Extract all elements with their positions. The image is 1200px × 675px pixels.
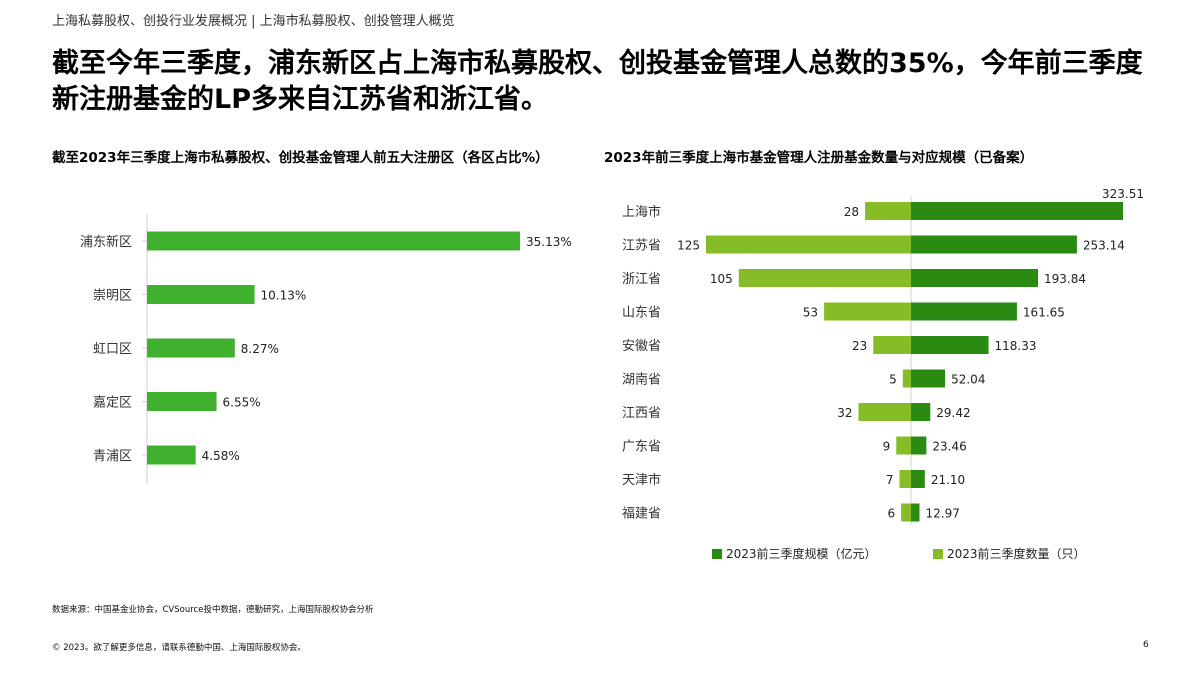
right-chart-count-bar <box>899 470 911 488</box>
right-chart-scale-bar <box>911 436 927 455</box>
left-chart-category-label: 嘉定区 <box>93 396 132 411</box>
right-chart-scale-label: 193.84 <box>1044 272 1086 286</box>
left-chart-value-label: 6.55% <box>223 396 261 410</box>
right-chart-count-bar <box>873 336 911 354</box>
right-chart-scale-label: 29.42 <box>936 406 970 420</box>
right-chart-count-bar <box>901 503 911 522</box>
right-chart-count-bar <box>706 235 911 254</box>
left-chart-bar <box>147 285 255 304</box>
right-chart-count-label: 6 <box>888 507 896 521</box>
right-chart-scale-label: 23.46 <box>932 440 966 454</box>
right-chart-category-label: 江苏省 <box>622 238 661 254</box>
right-chart-scale-bar <box>911 302 1017 321</box>
right-chart-scale-bar <box>911 235 1077 254</box>
right-chart-count-label: 23 <box>852 339 867 353</box>
right-chart-scale-bar <box>911 369 946 388</box>
left-chart-bar <box>147 338 235 358</box>
page-title: 截至今年三季度，浦东新区占上海市私募股权、创投基金管理人总数的35%，今年前三季… <box>52 48 1143 115</box>
right-chart-count-bar <box>738 269 911 287</box>
right-chart-scale-bar <box>911 269 1039 287</box>
right-chart-scale-label: 323.51 <box>1102 187 1144 201</box>
right-chart-count-label: 5 <box>889 373 897 387</box>
right-chart-title: 2023年前三季度上海市基金管理人注册基金数量与对应规模（已备案） <box>604 150 1034 166</box>
right-chart-scale-bar <box>911 503 920 522</box>
right-chart-scale-label: 21.10 <box>931 473 965 487</box>
right-chart-scale-bar <box>911 202 1123 220</box>
right-chart-category-label: 安徽省 <box>622 339 661 354</box>
left-chart-value-label: 10.13% <box>261 289 307 303</box>
right-chart-scale-bar <box>911 336 989 354</box>
right-chart-count-label: 105 <box>710 272 733 286</box>
right-chart-count-label: 125 <box>677 239 700 253</box>
right-chart-count-label: 53 <box>803 306 818 320</box>
legend-item-count: 2023前三季度数量（只） <box>933 545 1086 562</box>
left-chart-category-label: 浦东新区 <box>80 234 132 250</box>
right-chart-scale-label: 253.14 <box>1083 239 1125 253</box>
left-chart-bar <box>147 231 520 251</box>
left-chart-bar <box>147 392 217 411</box>
breadcrumb: 上海私募股权、创投行业发展概况 | 上海市私募股权、创投管理人概览 <box>52 14 455 29</box>
right-chart-count-label: 28 <box>844 205 859 219</box>
right-chart-category-label: 天津市 <box>622 472 661 488</box>
right-chart-scale-label: 161.65 <box>1023 306 1065 320</box>
legend-swatch-light-green <box>933 548 943 559</box>
right-chart-scale-bar <box>911 470 925 488</box>
right-chart-scale-label: 118.33 <box>995 339 1037 353</box>
right-chart-scale-label: 52.04 <box>951 373 985 387</box>
page-number: 6 <box>1143 640 1149 650</box>
left-chart-bar <box>147 445 196 465</box>
left-chart-category-label: 虹口区 <box>93 342 132 357</box>
left-chart-category-label: 崇明区 <box>93 289 132 304</box>
right-chart-category-label: 湖南省 <box>622 372 661 388</box>
left-chart-value-label: 35.13% <box>526 235 572 249</box>
right-chart-category-label: 山东省 <box>622 306 661 321</box>
right-chart-category-label: 浙江省 <box>622 272 661 287</box>
data-source-note: 数据来源：中国基金业协会，CVSource投中数据，德勤研究，上海国际股权协会分… <box>52 605 374 615</box>
right-chart-category-label: 上海市 <box>622 204 661 220</box>
right-chart-count-label: 9 <box>883 440 891 454</box>
right-chart-scale-bar <box>911 403 931 421</box>
right-chart-count-bar <box>896 436 911 455</box>
legend-label-count: 2023前三季度数量（只） <box>947 547 1086 561</box>
left-chart-value-label: 4.58% <box>202 449 240 463</box>
left-chart-value-label: 8.27% <box>241 342 279 356</box>
right-chart-count-bar <box>865 202 911 220</box>
right-chart-scale-label: 12.97 <box>925 507 959 521</box>
left-chart-title: 截至2023年三季度上海市私募股权、创投基金管理人前五大注册区（各区占比%） <box>52 150 549 166</box>
copyright-note: © 2023。欲了解更多信息，请联系德勤中国、上海国际股权协会。 <box>52 643 306 653</box>
right-chart-category-label: 江西省 <box>622 406 661 421</box>
legend-swatch-dark-green <box>712 548 722 559</box>
right-chart-category-label: 广东省 <box>622 440 661 455</box>
right-chart-count-bar <box>858 403 911 421</box>
right-chart-count-label: 32 <box>837 406 852 420</box>
right-chart-count-bar <box>824 302 911 321</box>
left-chart-category-label: 青浦区 <box>93 449 132 464</box>
right-chart-count-label: 7 <box>886 473 894 487</box>
legend-label-scale: 2023前三季度规模（亿元） <box>726 547 877 561</box>
legend-item-scale: 2023前三季度规模（亿元） <box>712 545 877 562</box>
right-chart-category-label: 福建省 <box>622 507 661 522</box>
right-chart-count-bar <box>902 369 911 388</box>
